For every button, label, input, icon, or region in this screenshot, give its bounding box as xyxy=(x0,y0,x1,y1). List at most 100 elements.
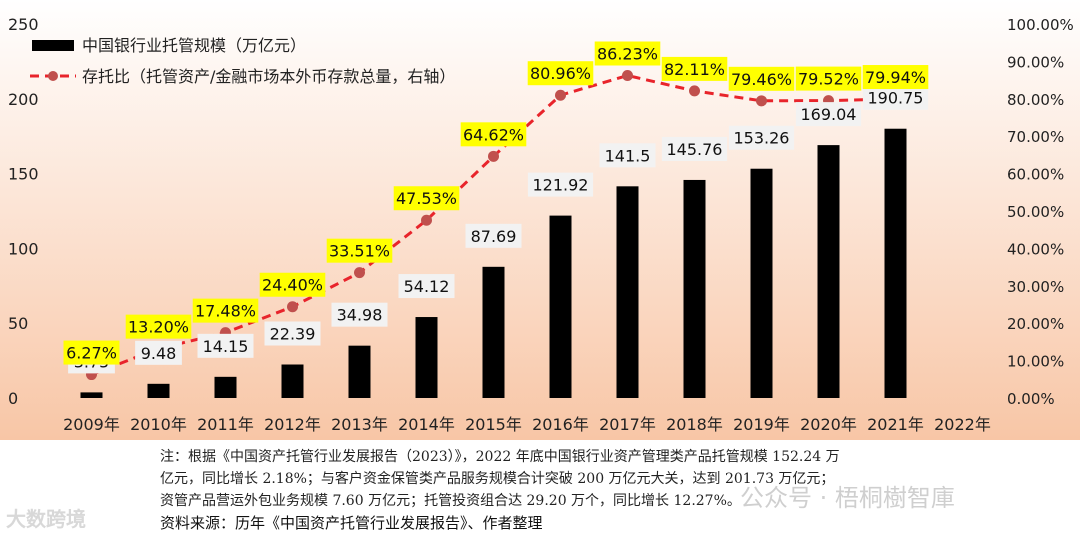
bar xyxy=(616,186,639,398)
bar xyxy=(817,145,840,398)
bar-data-label: 9.48 xyxy=(141,344,177,363)
y-left-tick-label: 200 xyxy=(8,90,39,109)
ratio-point xyxy=(354,267,365,279)
ratio-label-box xyxy=(125,314,192,339)
y-right-tick-label: 20.00% xyxy=(1007,315,1064,333)
y-left-tick-label: 100 xyxy=(8,239,39,258)
bar xyxy=(415,317,438,398)
bar-label-box xyxy=(264,321,321,346)
ratio-data-label: 79.52% xyxy=(798,70,859,89)
bar-label-box xyxy=(599,143,656,168)
legend-bar-label: 中国银行业托管规模（万亿元） xyxy=(82,36,306,55)
ratio-label-box xyxy=(393,186,460,211)
bar-data-label: 87.69 xyxy=(471,227,517,246)
bar-data-label: 153.26 xyxy=(734,129,790,148)
bar-data-label: 121.92 xyxy=(533,176,589,195)
bar-label-box xyxy=(465,223,522,248)
y-left-tick-label: 250 xyxy=(8,15,39,34)
ratio-data-label: 82.11% xyxy=(664,60,725,79)
ratio-point xyxy=(488,150,499,162)
ratio-label-box xyxy=(63,340,120,365)
bar-label-box xyxy=(197,333,254,358)
bar-data-label: 14.15 xyxy=(203,337,249,356)
bar-data-label: 141.5 xyxy=(605,146,651,165)
x-tick-label: 2022年 xyxy=(934,415,991,434)
y-right-tick-label: 50.00% xyxy=(1007,203,1064,221)
bar xyxy=(348,345,371,398)
ratio-label-box xyxy=(661,56,728,81)
legend: 中国银行业托管规模（万亿元） 存托比（托管资产/金融市场本外币存款总量，右轴） xyxy=(30,36,455,86)
y-right-tick-label: 0.00% xyxy=(1007,390,1055,408)
bar xyxy=(80,392,103,398)
x-tick-label: 2013年 xyxy=(331,415,388,434)
x-tick-label: 2012年 xyxy=(264,415,321,434)
ratio-data-label: 79.94% xyxy=(865,68,926,87)
note-line-1: 注：根据《中国资产托管行业发展报告（2023）》，2022 年底中国银行业资产管… xyxy=(160,449,840,465)
x-tick-label: 2014年 xyxy=(398,415,455,434)
ratio-point xyxy=(622,69,633,81)
bar xyxy=(884,128,907,398)
bar-data-label: 54.12 xyxy=(404,277,450,296)
ratio-label-box xyxy=(527,61,594,86)
y-right-tick-label: 100.00% xyxy=(1007,16,1074,34)
bar xyxy=(147,383,170,398)
y-right-tick-label: 30.00% xyxy=(1007,278,1064,296)
x-tick-label: 2020年 xyxy=(800,415,857,434)
ratio-data-label: 24.40% xyxy=(262,276,323,295)
ratio-point xyxy=(555,89,566,101)
ratio-point xyxy=(421,214,432,226)
ratio-point xyxy=(756,95,767,107)
ratio-point xyxy=(689,85,700,97)
watermark-left: 大数跨境 xyxy=(6,507,86,531)
ratio-label-box xyxy=(192,298,259,323)
y-right-tick-label: 80.00% xyxy=(1007,91,1064,109)
bar xyxy=(683,179,706,398)
legend-bar-swatch xyxy=(32,40,74,51)
x-tick-label: 2016年 xyxy=(532,415,589,434)
bar-label-box xyxy=(661,136,728,161)
bar-data-label: 22.39 xyxy=(270,325,316,344)
bar xyxy=(750,168,773,398)
x-tick-label: 2019年 xyxy=(733,415,790,434)
bar-label-box xyxy=(398,274,455,299)
x-tick-label: 2017年 xyxy=(599,415,656,434)
x-tick-label: 2009年 xyxy=(63,415,120,434)
watermark-right: 公众号 · 梧桐樹智庫 xyxy=(740,484,955,512)
ratio-data-label: 79.46% xyxy=(731,70,792,89)
x-tick-label: 2021年 xyxy=(867,415,924,434)
note-line-2: 亿元，同比增长 2.18%；与客户资金保管类产品服务规模合计突破 200 万亿元… xyxy=(160,471,835,487)
bar xyxy=(482,266,505,398)
x-tick-label: 2018年 xyxy=(666,415,723,434)
x-tick-label: 2015年 xyxy=(465,415,522,434)
note-line-3: 资管产品营运外包业务规模 7.60 万亿元；托管投资组合达 29.20 万个，同… xyxy=(160,493,741,509)
ratio-data-label: 47.53% xyxy=(396,189,457,208)
ratio-data-label: 13.20% xyxy=(128,318,189,337)
ratio-data-label: 17.48% xyxy=(195,302,256,321)
y-right-tick-label: 70.00% xyxy=(1007,128,1064,146)
bar-label-box xyxy=(795,102,862,127)
ratio-data-label: 6.27% xyxy=(66,344,117,363)
ratio-label-box xyxy=(259,272,326,297)
x-tick-label: 2011年 xyxy=(197,415,254,434)
bar-label-box xyxy=(527,172,594,197)
ratio-data-label: 80.96% xyxy=(530,64,591,83)
ratio-data-label: 86.23% xyxy=(597,44,658,63)
bar xyxy=(281,364,304,398)
bar-label-box xyxy=(331,302,388,327)
legend-line-marker xyxy=(48,71,58,81)
bar-data-label: 169.04 xyxy=(801,105,857,124)
bar xyxy=(549,215,572,398)
ratio-point xyxy=(287,301,298,313)
bar-data-label: 190.75 xyxy=(868,89,924,108)
bar xyxy=(214,376,237,398)
ratio-data-label: 64.62% xyxy=(463,125,524,144)
bar-data-label: 34.98 xyxy=(337,306,383,325)
bar-label-box xyxy=(862,85,929,110)
ratio-label-box xyxy=(326,238,393,263)
chart: 0 50 100 150 200 250 0.00% 10.00% 20.00% 30.00% 40… xyxy=(0,0,1080,440)
y-right-tick-label: 90.00% xyxy=(1007,53,1064,71)
bar-label-box xyxy=(135,340,182,365)
ratio-label-box xyxy=(460,122,527,147)
ratio-data-label: 33.51% xyxy=(329,242,390,261)
ratio-label-box xyxy=(728,66,795,91)
